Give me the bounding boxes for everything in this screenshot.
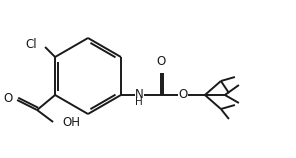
Text: N: N [135,88,143,100]
Text: OH: OH [62,116,80,130]
Text: Cl: Cl [25,37,37,51]
Text: O: O [4,92,13,106]
Text: O: O [156,55,165,68]
Text: O: O [178,88,188,101]
Text: H: H [135,97,143,107]
